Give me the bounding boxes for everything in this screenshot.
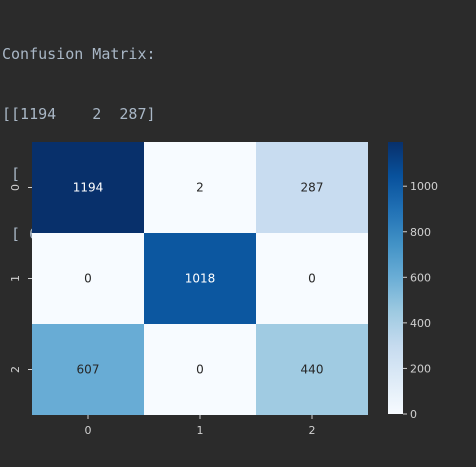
colorbar-gradient: [388, 142, 403, 414]
x-tick-label-0: 0: [85, 424, 92, 437]
heatmap-cells: [32, 142, 368, 415]
colorbar-tick-label-2: 400: [410, 317, 431, 330]
heatmap-cell-1-0: [32, 233, 144, 324]
heatmap-cell-0-0: [32, 142, 144, 233]
colorbar-tick-label-5: 1000: [410, 180, 438, 193]
colorbar: 0 200 400 600 800 1000: [388, 142, 438, 421]
cell-value-label-0-0: 1194: [73, 181, 104, 195]
cell-value-label-2-1: 0: [196, 363, 204, 377]
heatmap-cell-2-0: [32, 324, 144, 415]
heatmap-cell-2-1: [144, 324, 256, 415]
heatmap-annotations: 1194 2 287 0 1018 0 607 0 440: [73, 181, 324, 377]
cell-value-label-0-1: 2: [196, 181, 204, 195]
cell-value-label-1-2: 0: [308, 272, 316, 286]
y-axis: 0 1 2: [9, 184, 32, 373]
cell-value-label-2-2: 440: [301, 363, 324, 377]
cell-value-label-2-0: 607: [77, 363, 100, 377]
colorbar-tick-label-1: 200: [410, 362, 431, 375]
heatmap-cell-1-1: [144, 233, 256, 324]
colorbar-tick-label-0: 0: [410, 408, 417, 421]
x-tick-label-1: 1: [197, 424, 204, 437]
cell-value-label-1-1: 1018: [185, 272, 216, 286]
cell-value-label-1-0: 0: [84, 272, 92, 286]
colorbar-tick-label-3: 600: [410, 271, 431, 284]
heatmap-cell-1-2: [256, 233, 368, 324]
y-tick-label-0: 0: [9, 184, 22, 191]
x-axis: 0 1 2: [85, 415, 316, 437]
y-tick-label-2: 2: [9, 366, 22, 373]
y-tick-label-1: 1: [9, 275, 22, 282]
x-tick-label-2: 2: [309, 424, 316, 437]
console-line-row-0: [[1194 2 287]: [2, 105, 156, 123]
heatmap-cell-0-2: [256, 142, 368, 233]
cell-value-label-0-2: 287: [301, 181, 324, 195]
heatmap-cell-0-1: [144, 142, 256, 233]
colorbar-tick-label-4: 800: [410, 226, 431, 239]
heatmap-cell-2-2: [256, 324, 368, 415]
console-line-title: Confusion Matrix:: [2, 45, 156, 63]
